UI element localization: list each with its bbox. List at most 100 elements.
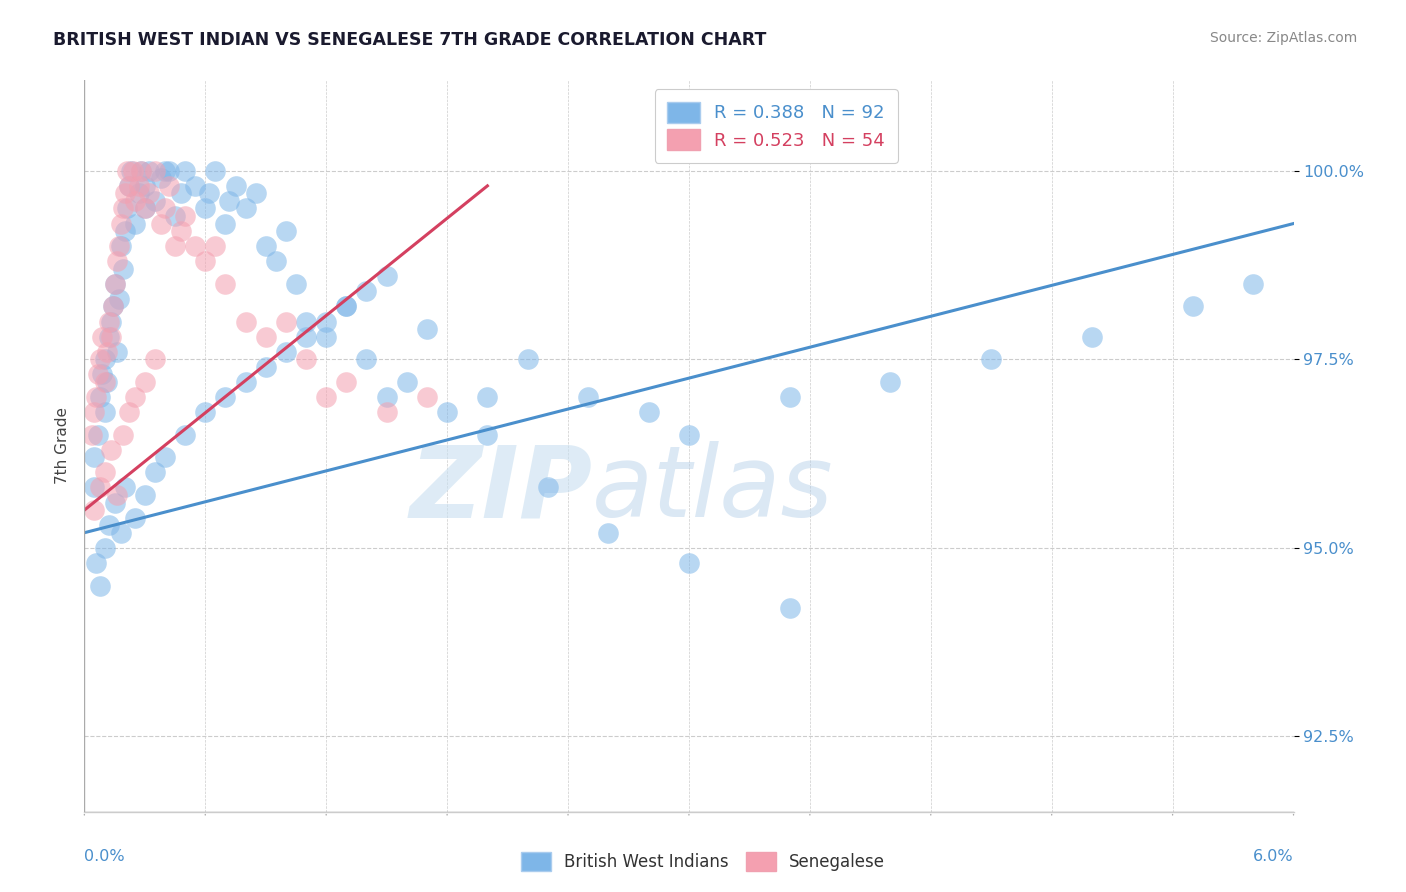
Point	[537, 480, 560, 494]
Point	[120, 163, 142, 178]
Point	[91, 329, 114, 343]
Point	[124, 390, 146, 404]
Point	[174, 163, 197, 178]
Point	[93, 405, 115, 419]
Point	[295, 329, 318, 343]
Point	[110, 525, 132, 540]
Point	[204, 163, 226, 178]
Point	[110, 239, 132, 253]
Point	[143, 163, 166, 178]
Point	[335, 300, 357, 314]
Point	[129, 163, 152, 178]
Point	[477, 390, 499, 404]
Point	[274, 315, 297, 329]
Point	[115, 202, 138, 216]
Point	[107, 239, 129, 253]
Point	[97, 315, 120, 329]
Point	[115, 163, 138, 178]
Point	[128, 178, 150, 193]
Legend: British West Indians, Senegalese: British West Indians, Senegalese	[513, 843, 893, 880]
Point	[111, 427, 134, 442]
Point	[100, 315, 122, 329]
Point	[174, 427, 197, 442]
Point	[157, 178, 180, 193]
Point	[105, 488, 128, 502]
Point	[134, 178, 156, 193]
Point	[93, 375, 115, 389]
Point	[143, 194, 166, 208]
Point	[105, 254, 128, 268]
Point	[143, 352, 166, 367]
Point	[637, 405, 659, 419]
Point	[174, 209, 197, 223]
Point	[87, 368, 110, 382]
Point	[295, 352, 318, 367]
Point	[576, 390, 599, 404]
Point	[89, 390, 111, 404]
Point	[86, 390, 108, 404]
Point	[356, 285, 378, 299]
Point	[118, 178, 141, 193]
Point	[143, 466, 166, 480]
Point	[264, 254, 287, 268]
Point	[149, 171, 172, 186]
Point	[114, 186, 136, 201]
Point	[356, 352, 378, 367]
Point	[245, 186, 267, 201]
Point	[1181, 300, 1204, 314]
Point	[170, 186, 193, 201]
Point	[101, 300, 124, 314]
Point	[134, 375, 156, 389]
Point	[416, 322, 439, 336]
Point	[165, 209, 187, 223]
Point	[157, 163, 180, 178]
Point	[149, 217, 172, 231]
Text: ZIP: ZIP	[409, 442, 592, 539]
Point	[315, 315, 337, 329]
Point	[274, 224, 297, 238]
Point	[104, 277, 127, 291]
Point	[93, 352, 115, 367]
Point	[879, 375, 901, 389]
Point	[124, 510, 146, 524]
Point	[97, 518, 120, 533]
Point	[111, 261, 134, 276]
Point	[194, 202, 217, 216]
Point	[235, 375, 257, 389]
Point	[104, 277, 127, 291]
Point	[83, 450, 105, 465]
Point	[128, 186, 150, 201]
Point	[121, 163, 143, 178]
Point	[82, 427, 104, 442]
Point	[1241, 277, 1264, 291]
Point	[89, 352, 111, 367]
Point	[86, 556, 108, 570]
Point	[335, 375, 357, 389]
Point	[598, 525, 620, 540]
Point	[436, 405, 458, 419]
Point	[165, 239, 187, 253]
Point	[218, 194, 240, 208]
Point	[315, 329, 337, 343]
Point	[375, 390, 398, 404]
Point	[124, 217, 146, 231]
Point	[110, 217, 132, 231]
Legend: R = 0.388   N = 92, R = 0.523   N = 54: R = 0.388 N = 92, R = 0.523 N = 54	[655, 89, 897, 162]
Point	[254, 359, 277, 374]
Text: 0.0%: 0.0%	[84, 849, 125, 864]
Point	[124, 194, 146, 208]
Point	[184, 178, 207, 193]
Point	[153, 450, 176, 465]
Point	[284, 277, 308, 291]
Point	[114, 480, 136, 494]
Point	[118, 178, 141, 193]
Point	[114, 224, 136, 238]
Point	[134, 202, 156, 216]
Point	[170, 224, 193, 238]
Point	[107, 292, 129, 306]
Point	[295, 315, 318, 329]
Point	[375, 405, 398, 419]
Text: Source: ZipAtlas.com: Source: ZipAtlas.com	[1209, 31, 1357, 45]
Point	[254, 329, 277, 343]
Point	[204, 239, 226, 253]
